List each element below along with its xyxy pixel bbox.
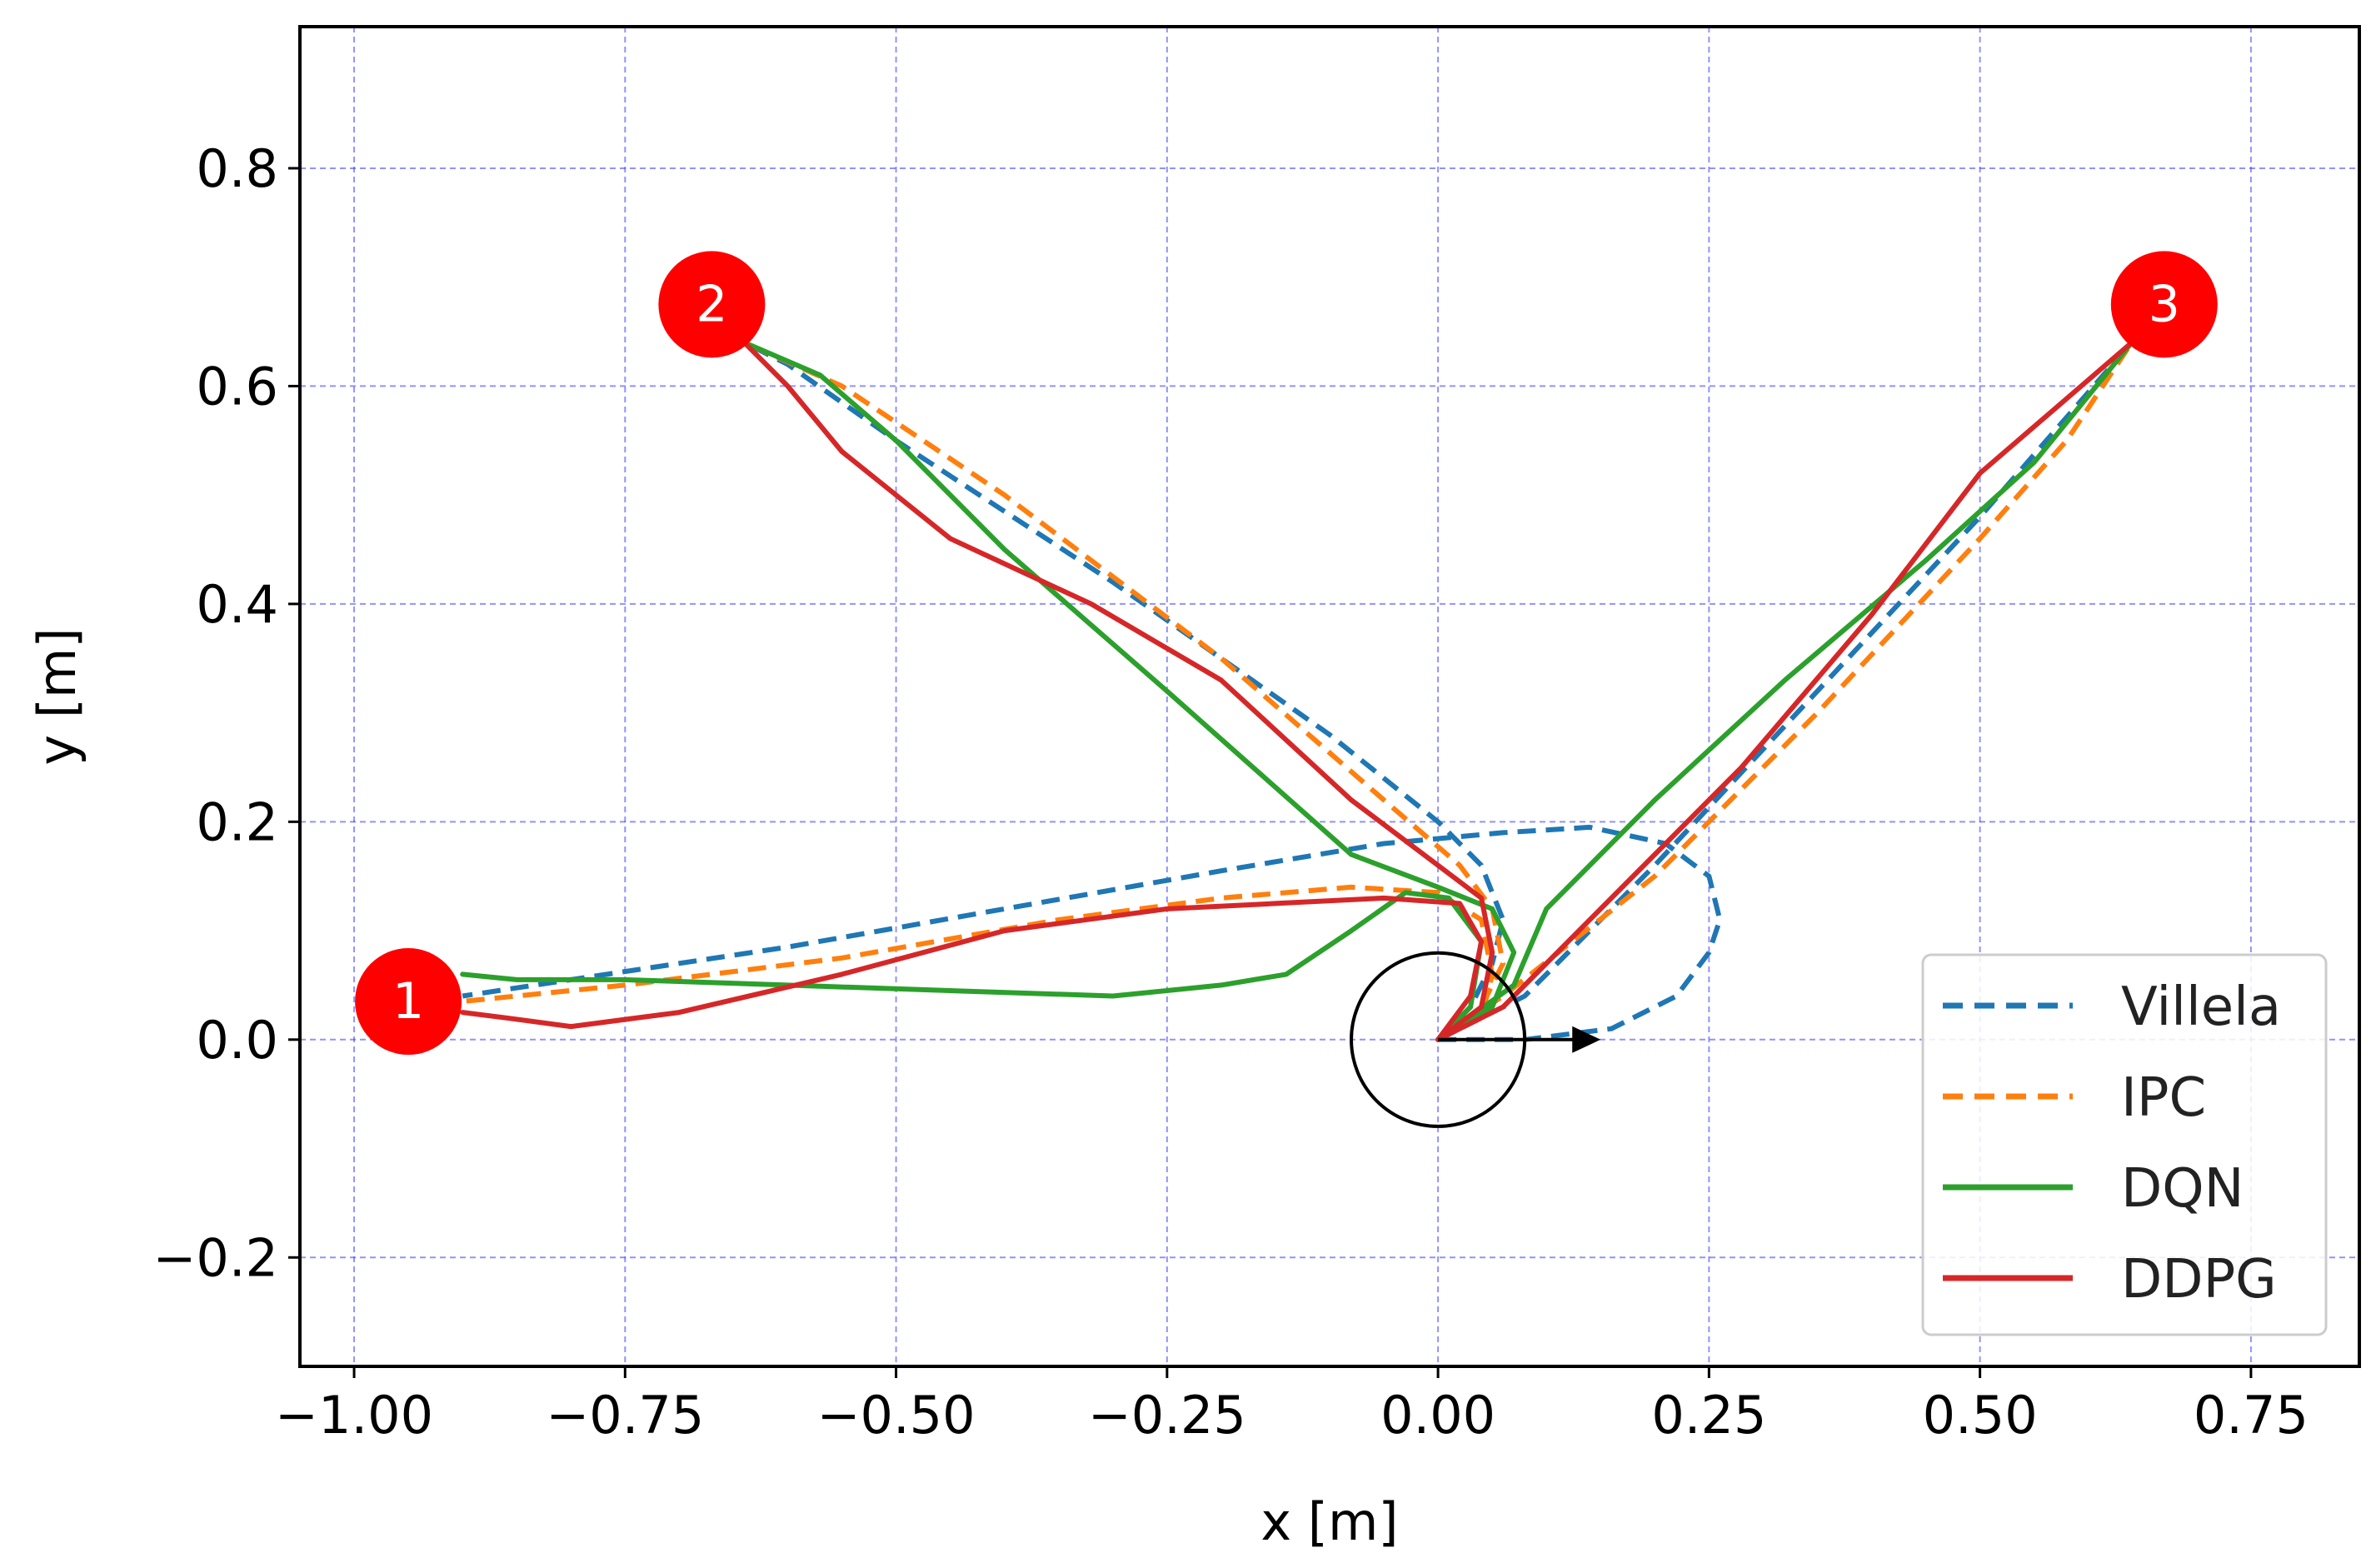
x-tick-label-2: −0.50 bbox=[817, 1385, 976, 1446]
target-2: 2 bbox=[658, 251, 766, 358]
legend-entry-ipc: IPC bbox=[1943, 1067, 2206, 1129]
target-1-marker bbox=[355, 948, 462, 1056]
x-tick-label-3: −0.25 bbox=[1088, 1385, 1246, 1446]
legend-entry-ddpg: DDPG bbox=[1943, 1249, 2277, 1311]
series-ddpg-path-2 bbox=[741, 340, 1495, 1042]
ticks: −1.00 −0.75 −0.50 −0.25 0.00 0.25 0.50 0.75 −0.2… bbox=[152, 138, 2308, 1446]
legend-label-villela: Villela bbox=[2121, 976, 2281, 1038]
x-tick-label-7: 0.75 bbox=[2194, 1385, 2309, 1446]
series-ipc-path-1 bbox=[462, 884, 1495, 1042]
series-layer bbox=[460, 340, 2134, 1042]
series-ipc-path-2 bbox=[743, 340, 1506, 1042]
y-tick-label-5: 0.8 bbox=[196, 138, 278, 199]
robot-heading-arrowhead bbox=[1572, 1026, 1601, 1053]
legend-label-ipc: IPC bbox=[2121, 1067, 2206, 1129]
x-tick-label-4: 0.00 bbox=[1380, 1385, 1495, 1446]
legend-label-dqn: DQN bbox=[2121, 1158, 2244, 1220]
targets: 1 2 3 bbox=[355, 251, 2218, 1056]
x-tick-label-0: −1.00 bbox=[275, 1385, 433, 1446]
legend-label-ddpg: DDPG bbox=[2121, 1249, 2277, 1311]
series-villela-path-2 bbox=[743, 340, 1506, 1041]
y-tick-label-2: 0.2 bbox=[196, 791, 278, 852]
x-axis-label: x [m] bbox=[1260, 1491, 1398, 1552]
legend-entry-dqn: DQN bbox=[1943, 1158, 2244, 1220]
y-tick-label-4: 0.6 bbox=[196, 356, 278, 417]
legend: Villela IPC DQN DDPG bbox=[1921, 953, 2328, 1336]
legend-entry-villela: Villela bbox=[1943, 976, 2281, 1038]
series-dqn-path-3 bbox=[1435, 340, 2134, 1042]
x-tick-label-1: −0.75 bbox=[546, 1385, 704, 1446]
grid bbox=[300, 27, 2359, 1366]
legend-box bbox=[1921, 953, 2328, 1336]
y-tick-label-0: −0.2 bbox=[152, 1227, 278, 1288]
target-3-label: 3 bbox=[2149, 275, 2180, 333]
y-axis-label: y [m] bbox=[27, 627, 87, 765]
y-tick-label-1: 0.0 bbox=[196, 1010, 278, 1071]
series-ipc bbox=[462, 340, 2134, 1042]
series-ddpg bbox=[460, 340, 2134, 1042]
series-dqn-path-2 bbox=[741, 340, 1517, 1042]
x-tick-label-6: 0.50 bbox=[1923, 1385, 2038, 1446]
x-tick-label-5: 0.25 bbox=[1651, 1385, 1766, 1446]
robot bbox=[1350, 951, 1601, 1128]
target-2-marker bbox=[658, 251, 766, 358]
target-1: 1 bbox=[355, 948, 462, 1056]
y-tick-label-3: 0.4 bbox=[196, 574, 278, 635]
series-ddpg-path-3 bbox=[1435, 340, 2134, 1042]
series-ddpg-path-1 bbox=[460, 895, 1485, 1042]
target-2-label: 2 bbox=[696, 275, 727, 333]
target-1-label: 1 bbox=[392, 972, 424, 1031]
series-villela-path-1 bbox=[462, 824, 1723, 1042]
target-3-marker bbox=[2110, 251, 2218, 358]
target-3: 3 bbox=[2110, 251, 2218, 358]
plot-frame bbox=[298, 25, 2361, 1368]
